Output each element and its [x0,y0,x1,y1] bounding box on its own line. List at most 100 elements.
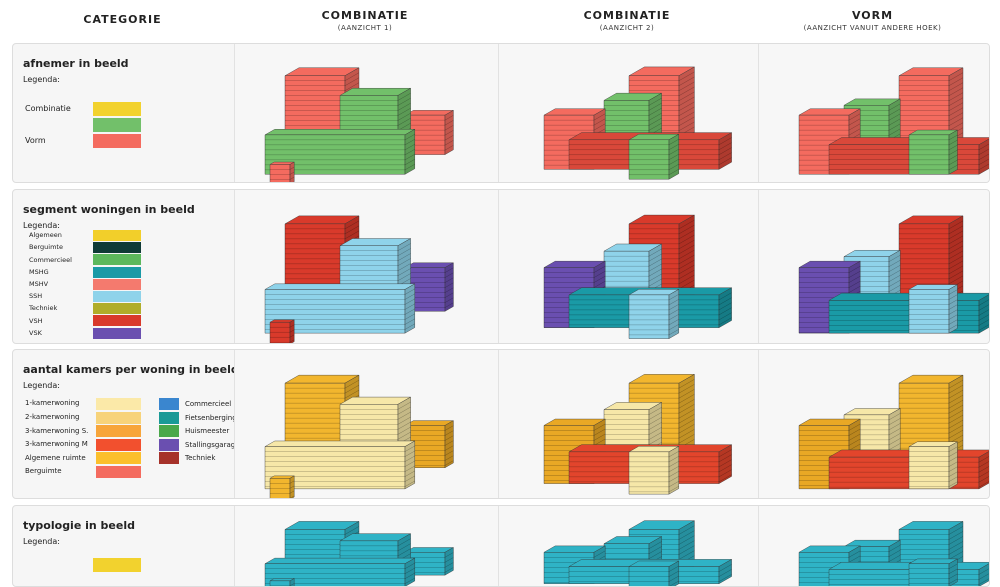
floor-line [405,287,454,293]
floor-line [569,157,732,166]
floor-line [405,435,454,441]
floor-line [629,451,679,458]
floor-line [899,107,964,116]
floor-line [270,334,295,338]
floor-line [629,379,695,389]
legend-swatch [93,315,141,327]
floor-line [405,135,454,141]
legend-label: Combinatie [25,103,71,113]
floor-line [340,93,411,101]
floor-line [799,265,861,273]
legend-swatch [159,398,179,410]
building-face [718,444,732,484]
building-render [543,373,733,495]
floor-line [629,294,679,301]
floor-line [265,470,415,477]
legend-swatch [93,327,141,339]
floor-line [799,280,861,288]
floor-line [629,314,679,321]
floor-line [405,272,454,278]
legend-label: MSHV [29,279,49,288]
floor-line [405,282,454,288]
floor-line [629,138,679,146]
floor-line [265,164,415,171]
floor-line [569,449,732,458]
floor-line [909,461,958,467]
floor-line [629,389,695,399]
floor-line [569,142,732,151]
floor-line [829,299,989,306]
building-face [628,451,670,495]
legend-label: Vorm [25,135,46,145]
floor-line [909,154,958,161]
floor-line [405,145,454,151]
floor-line [340,538,411,547]
building-face [948,129,958,175]
floor-line [265,445,415,452]
floor-line [604,268,662,277]
floor-line [265,318,415,325]
floor-line [544,270,606,278]
legend-label: Berguimte [29,243,63,252]
header-subtitle: (AANZICHT VANUIT ANDERE HOEK) [803,24,942,32]
floor-line [604,258,662,267]
floor-line [270,490,295,494]
image-cell [758,350,989,498]
floor-line [909,144,958,151]
floor-line [899,429,964,439]
floor-line [899,77,964,86]
floor-line [569,312,732,321]
floor-line [829,466,989,473]
floor-line [604,248,662,257]
floor-line [285,77,360,86]
floor-line [799,270,861,278]
building-render [798,67,989,175]
floor-line [340,426,411,435]
floor-line [285,379,360,389]
legend-swatch [159,452,179,465]
floor-line [604,432,662,440]
building-face [718,132,732,170]
floor-line [604,107,662,116]
legend-label: 3-kamerwoning M [25,440,88,449]
floor-line [405,115,454,121]
floor-line [899,225,964,235]
floor-line [285,389,360,399]
floor-line [405,557,454,563]
row-title: typologie in beeld [23,519,135,532]
floor-line [899,389,964,399]
floor-line [340,416,411,425]
floor-line [909,456,958,462]
floor-line [265,303,415,310]
floor-line [544,265,606,273]
floor-line [340,268,411,276]
floor-line [899,270,964,280]
legend-swatch [93,118,141,132]
floor-line [899,409,964,419]
header-title: COMBINATIE [583,9,671,22]
legend-swatch [93,291,141,302]
floor-line [340,273,411,281]
legend-swatch [96,452,141,465]
floor-line [285,82,360,91]
floor-line [405,125,454,131]
legend-swatch [93,266,141,278]
header-title: VORM [851,9,894,22]
building-render [264,521,455,586]
building-face [444,420,454,469]
floor-line [899,531,964,540]
floor-line [265,460,415,467]
floor-line [909,164,958,171]
floor-line [629,158,679,166]
floor-line [340,98,411,106]
row: typologie in beeld Legenda: [12,505,990,587]
floor-line [569,292,732,301]
image-cell [234,44,499,182]
building-face [668,445,680,495]
header-title: COMBINATIE [321,9,409,22]
floor-line [265,313,415,320]
floor-line [340,118,411,126]
floor-line [405,460,454,466]
floor-line [909,314,958,320]
floor-line [270,171,295,175]
